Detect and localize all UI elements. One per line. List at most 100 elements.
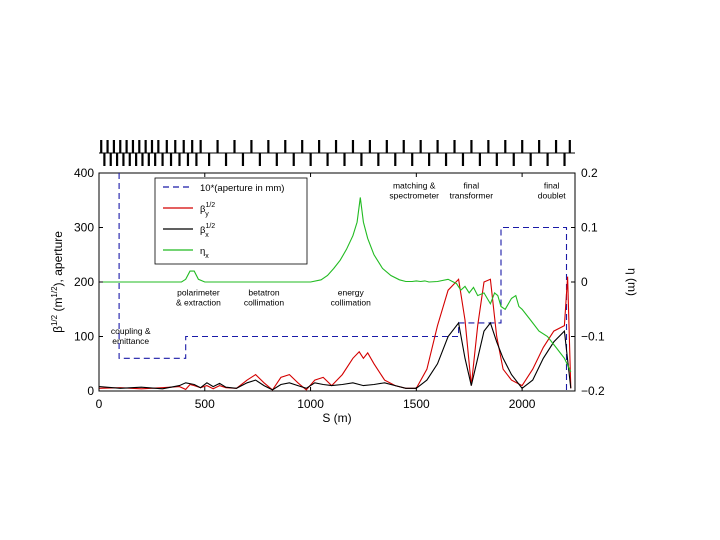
- lattice-magnet: [461, 153, 465, 166]
- lattice-magnet: [157, 140, 160, 153]
- lattice-magnet: [103, 153, 106, 166]
- x-tick-label: 1000: [297, 397, 324, 411]
- y2-tick-label: 0: [581, 275, 588, 289]
- lattice-magnet: [258, 153, 261, 166]
- series-layer: [99, 173, 572, 391]
- annotation: final doublet: [538, 180, 567, 200]
- lattice-magnet: [138, 140, 141, 153]
- y2-tick-label: −0.1: [581, 330, 605, 344]
- lattice-magnet: [174, 140, 177, 153]
- lattice-magnet: [135, 153, 138, 166]
- x-tick-label: 2000: [509, 397, 536, 411]
- lattice-magnet: [199, 140, 202, 153]
- lattice-magnet: [191, 140, 194, 153]
- lattice-magnet: [122, 153, 125, 166]
- lattice-magnet: [224, 153, 228, 166]
- lattice-layout-strip: [99, 140, 575, 166]
- legend: 10*(aperture in mm) β1/2 y β1/2 x ηx: [154, 177, 308, 265]
- x-axis-label: S (m): [322, 411, 351, 425]
- lattice-magnet: [284, 140, 287, 153]
- lattice-magnet: [377, 153, 380, 166]
- y-tick-label: 200: [74, 275, 94, 289]
- lattice-magnet: [334, 140, 338, 153]
- series-line-eta_x: [99, 197, 572, 373]
- lattice-magnet: [144, 140, 147, 153]
- annotation: energy collimation: [331, 288, 371, 308]
- lattice-magnet: [150, 140, 154, 153]
- lattice-magnet: [161, 153, 164, 166]
- lattice-magnet: [568, 140, 571, 153]
- lattice-magnet: [428, 153, 431, 166]
- x-tick-label: 1500: [403, 397, 430, 411]
- series-line-aperture: [118, 173, 568, 391]
- annotation: final transformer: [450, 180, 494, 200]
- annotation: polarimeter & extraction: [176, 288, 221, 308]
- legend-label: 10*(aperture in mm): [200, 183, 284, 194]
- series-line-beta_x: [99, 321, 572, 391]
- lattice-magnet: [186, 153, 190, 166]
- lattice-magnet: [478, 153, 481, 166]
- lattice-magnet: [343, 153, 346, 166]
- legend-label: β1/2 y: [200, 202, 215, 218]
- y2-tick-label: 0.2: [581, 166, 598, 180]
- lattice-magnet: [563, 153, 566, 166]
- lattice-magnet: [385, 140, 388, 153]
- lattice-magnet: [267, 140, 270, 153]
- lattice-magnet: [487, 140, 490, 153]
- annotation: matching & spectrometer: [389, 180, 439, 200]
- lattice-magnet: [115, 153, 119, 166]
- lattice-magnet: [216, 140, 219, 153]
- x-tick-label: 500: [195, 397, 215, 411]
- lattice-magnet: [154, 153, 157, 166]
- y-tick-label: 300: [74, 221, 94, 235]
- lattice-magnet: [208, 153, 211, 166]
- lattice-magnet: [368, 140, 371, 153]
- lattice-magnet: [495, 153, 498, 166]
- y2-tick-label: −0.2: [581, 384, 605, 398]
- lattice-magnet: [402, 140, 405, 153]
- lattice-magnet: [444, 153, 448, 166]
- lattice-magnet: [394, 153, 397, 166]
- lattice-magnet: [504, 140, 507, 153]
- lattice-magnet: [275, 153, 278, 166]
- lattice-magnet: [360, 153, 363, 166]
- lattice-magnet: [169, 153, 173, 166]
- lattice-magnet: [318, 140, 321, 153]
- lattice-magnet: [128, 153, 131, 166]
- lattice-magnet: [351, 140, 355, 153]
- x-tick-label: 0: [96, 397, 103, 411]
- lattice-magnet: [131, 140, 135, 153]
- lattice-magnet: [453, 140, 456, 153]
- lattice-magnet: [165, 140, 168, 153]
- axes-layer: 0 500 1000 1500 2000 0 100 200 300 400 −0.2 −0.1 0 0.…: [74, 166, 605, 411]
- y-tick-label: 0: [87, 384, 94, 398]
- lattice-magnet: [436, 140, 439, 153]
- series-line-beta_y: [99, 276, 572, 391]
- lattice-magnet: [195, 153, 198, 166]
- lattice-magnet: [521, 140, 524, 153]
- lattice-magnet: [554, 140, 558, 153]
- lattice-magnet: [411, 153, 414, 166]
- lattice-magnet: [529, 153, 532, 166]
- lattice-magnet: [100, 140, 103, 153]
- lattice-magnet: [250, 140, 253, 153]
- lattice-magnet: [512, 153, 515, 166]
- lattice-magnet: [292, 153, 295, 166]
- annotations-layer: coupling & emittance polarimeter & extracti…: [111, 180, 566, 346]
- annotation: coupling & emittance: [111, 326, 151, 346]
- lattice-magnet: [326, 153, 329, 166]
- lattice-magnet: [125, 140, 128, 153]
- lattice-magnet: [147, 153, 150, 166]
- lattice-magnet: [109, 153, 112, 166]
- lattice-magnet: [119, 140, 122, 153]
- y2-tick-label: 0.1: [581, 221, 598, 235]
- lattice-magnet: [178, 153, 181, 166]
- y2-axis-label: η (m): [625, 268, 639, 296]
- lattice-magnet: [106, 140, 109, 153]
- lattice-magnet: [309, 153, 312, 166]
- legend-label: β1/2 x: [200, 223, 215, 239]
- y-tick-label: 400: [74, 166, 94, 180]
- y-axis-label: β1/2 (m1/2), aperture: [50, 231, 65, 333]
- lattice-magnet: [419, 140, 422, 153]
